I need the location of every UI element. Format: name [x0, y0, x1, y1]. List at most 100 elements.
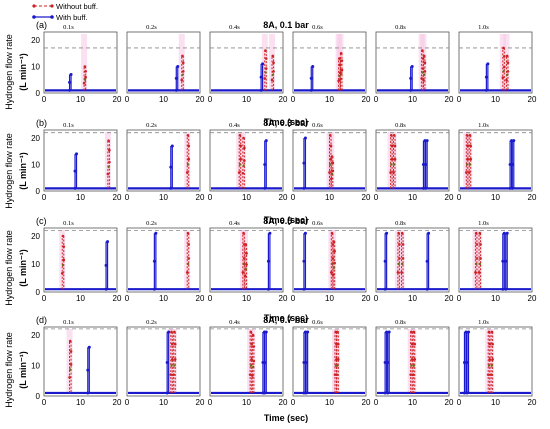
without-buff-marker	[171, 358, 174, 361]
x-tick-label: 0	[208, 398, 213, 407]
with-buff-marker	[409, 76, 413, 80]
without-buff-marker	[410, 330, 413, 334]
overlap-marker	[393, 163, 396, 166]
overlap-marker	[468, 163, 472, 166]
with-buff-marker	[304, 360, 308, 364]
y-tick-label: 0	[36, 187, 41, 196]
without-buff-marker	[181, 54, 184, 58]
ylabel-line2: (L min⁻¹)	[18, 53, 28, 91]
without-buff-marker	[332, 240, 336, 243]
without-buff-marker	[487, 330, 491, 334]
without-buff-marker	[173, 330, 176, 334]
with-buff-marker	[311, 65, 315, 68]
x-tick-label: 10	[325, 95, 334, 104]
without-buff-marker	[106, 172, 110, 176]
x-tick-label: 0	[374, 95, 379, 104]
duration-label: 0.8s	[395, 319, 406, 326]
pulse-window	[236, 132, 243, 189]
duration-label: 0.2s	[146, 220, 157, 227]
with-buff-marker	[504, 287, 508, 291]
duration-label: 0.6s	[312, 122, 323, 129]
with-buff-marker	[68, 88, 72, 92]
with-buff-marker	[465, 360, 469, 364]
overlap-marker	[329, 163, 332, 166]
overlap-marker	[173, 364, 176, 367]
without-buff-marker	[413, 358, 417, 361]
duration-label: 0.4s	[229, 24, 240, 31]
with-buff-marker	[73, 186, 77, 190]
with-buff-marker	[425, 287, 429, 291]
with-buff-marker	[263, 163, 267, 166]
without-buff-marker	[181, 61, 185, 65]
legend-red-marker	[32, 4, 36, 8]
with-buff-marker	[302, 360, 306, 364]
panel-1-2: 0 10 20 0.2s	[125, 24, 205, 104]
without-buff-marker	[466, 144, 470, 148]
x-tick-label: 10	[76, 398, 85, 407]
with-buff-marker	[174, 76, 178, 80]
duration-label: 0.2s	[146, 122, 157, 129]
with-buff-marker	[264, 330, 268, 334]
without-buff-marker	[505, 78, 508, 82]
x-tick-label: 20	[362, 398, 371, 407]
without-buff-marker	[237, 171, 241, 174]
without-buff-marker	[82, 81, 86, 85]
panel-1-6: 0 10 20 1.0s	[457, 24, 537, 104]
without-buff-marker	[488, 358, 492, 361]
duration-label: 0.4s	[229, 122, 240, 129]
without-buff-marker	[62, 258, 66, 262]
x-tick-label: 10	[159, 193, 168, 202]
overlap-marker	[465, 163, 469, 166]
panel-3-3: 0 10 20 0.4s	[208, 220, 288, 303]
without-buff-marker	[68, 376, 71, 379]
without-buff-marker	[340, 59, 344, 62]
without-buff-marker	[340, 68, 344, 72]
duration-label: 0.1s	[63, 220, 74, 227]
ylabel-line1: Hydrogen flow rate	[4, 332, 14, 408]
x-tick-label: 0	[125, 193, 130, 202]
without-buff-marker	[249, 330, 253, 334]
with-buff-marker	[165, 360, 169, 364]
without-buff-marker	[393, 157, 397, 161]
without-buff-marker	[506, 70, 510, 73]
duration-label: 0.6s	[312, 220, 323, 227]
without-buff-marker	[248, 373, 252, 376]
with-buff-marker	[86, 368, 90, 372]
without-buff-marker	[107, 139, 110, 142]
x-tick-label: 0	[291, 193, 296, 202]
duration-label: 0.2s	[146, 319, 157, 326]
without-buff-marker	[251, 374, 254, 377]
panel-4-5: 0 10 20 0.8s	[374, 319, 454, 407]
with-buff-marker	[104, 263, 108, 267]
without-buff-marker	[252, 359, 256, 363]
without-buff-marker	[489, 373, 493, 376]
x-tick-label: 20	[279, 95, 288, 104]
without-buff-marker	[330, 271, 333, 274]
pulse-window	[269, 34, 276, 91]
without-buff-marker	[244, 243, 248, 246]
duration-label: 1.0s	[478, 319, 489, 326]
legend-blue-label: With buff.	[56, 13, 88, 22]
without-buff-marker	[331, 243, 335, 246]
duration-label: 0.1s	[63, 319, 74, 326]
y-tick-label: 10	[31, 362, 40, 371]
x-tick-label: 20	[362, 193, 371, 202]
duration-label: 0.6s	[312, 319, 323, 326]
overlap-marker	[490, 364, 494, 367]
duration-label: 0.2s	[146, 24, 157, 31]
panel-3-1: 0 10 20 0.1s	[42, 220, 122, 303]
with-buff-marker	[424, 163, 428, 166]
y-tick-label: 10	[31, 260, 40, 269]
panel-frame	[375, 129, 450, 192]
x-tick-label: 10	[491, 193, 500, 202]
with-buff-marker	[303, 136, 307, 140]
x-tick-label: 10	[242, 95, 251, 104]
with-buff-marker	[510, 186, 514, 190]
with-buff-marker	[465, 391, 469, 395]
with-buff-marker	[309, 76, 313, 80]
with-buff-marker	[421, 163, 425, 166]
without-buff-marker	[186, 231, 190, 235]
with-buff-marker	[302, 391, 306, 395]
ylabel-line1: Hydrogen flow rate	[4, 34, 14, 110]
duration-label: 1.0s	[478, 122, 489, 129]
